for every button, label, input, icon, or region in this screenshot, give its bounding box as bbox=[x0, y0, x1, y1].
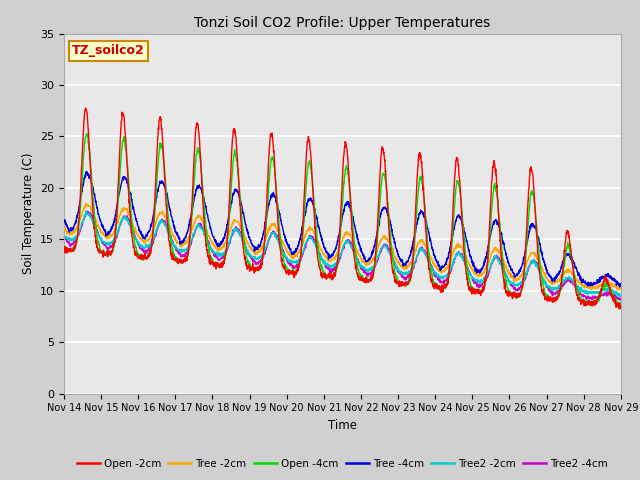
Tree2 -2cm bbox=[83, 208, 90, 214]
Tree -2cm bbox=[568, 271, 575, 277]
Open -4cm bbox=[617, 304, 625, 310]
Open -2cm bbox=[216, 263, 223, 269]
Line: Open -2cm: Open -2cm bbox=[64, 108, 621, 309]
Open -2cm bbox=[371, 259, 379, 265]
Tree2 -2cm bbox=[359, 264, 367, 270]
Open -2cm bbox=[617, 303, 625, 309]
Tree2 -2cm bbox=[584, 291, 591, 297]
Tree -4cm bbox=[616, 284, 623, 290]
Open -4cm bbox=[616, 306, 624, 312]
Open -2cm bbox=[504, 293, 512, 299]
Tree2 -4cm bbox=[84, 208, 92, 214]
Tree -4cm bbox=[584, 281, 591, 287]
Open -2cm bbox=[584, 301, 591, 307]
Line: Tree2 -2cm: Tree2 -2cm bbox=[64, 211, 621, 297]
Open -2cm bbox=[60, 244, 68, 250]
Tree2 -2cm bbox=[616, 294, 624, 300]
Tree -2cm bbox=[584, 285, 591, 290]
Open -2cm bbox=[359, 275, 367, 281]
Tree2 -4cm bbox=[60, 232, 68, 238]
Open -4cm bbox=[568, 258, 575, 264]
Tree -4cm bbox=[216, 241, 223, 247]
Tree -2cm bbox=[60, 226, 68, 231]
Tree -2cm bbox=[371, 253, 379, 259]
Line: Open -4cm: Open -4cm bbox=[64, 134, 621, 309]
Tree -2cm bbox=[216, 248, 223, 253]
Tree -4cm bbox=[371, 242, 379, 248]
Tree2 -4cm bbox=[504, 277, 512, 283]
Tree2 -4cm bbox=[371, 264, 379, 270]
Y-axis label: Soil Temperature (C): Soil Temperature (C) bbox=[22, 153, 35, 275]
Tree2 -2cm bbox=[504, 276, 512, 282]
Open -4cm bbox=[371, 264, 379, 270]
Open -4cm bbox=[359, 274, 367, 280]
Tree2 -2cm bbox=[216, 252, 223, 258]
Line: Tree2 -4cm: Tree2 -4cm bbox=[64, 211, 621, 300]
Tree2 -4cm bbox=[584, 296, 591, 302]
Tree2 -4cm bbox=[216, 257, 223, 263]
Open -2cm bbox=[615, 306, 623, 312]
Tree -4cm bbox=[504, 259, 512, 264]
Open -4cm bbox=[60, 244, 68, 250]
Tree -4cm bbox=[60, 218, 68, 224]
Open -4cm bbox=[584, 299, 591, 304]
Tree -4cm bbox=[617, 281, 625, 287]
Open -4cm bbox=[216, 261, 223, 267]
Line: Tree -4cm: Tree -4cm bbox=[64, 171, 621, 287]
Tree -4cm bbox=[359, 251, 367, 256]
Tree -2cm bbox=[617, 286, 625, 292]
Tree -4cm bbox=[83, 168, 90, 174]
X-axis label: Time: Time bbox=[328, 419, 357, 432]
Open -2cm bbox=[81, 105, 89, 111]
Tree2 -2cm bbox=[617, 292, 625, 298]
Line: Tree -2cm: Tree -2cm bbox=[64, 203, 621, 290]
Tree2 -2cm bbox=[371, 262, 379, 267]
Text: TZ_soilco2: TZ_soilco2 bbox=[72, 44, 145, 58]
Tree2 -4cm bbox=[616, 297, 624, 303]
Open -4cm bbox=[504, 288, 512, 294]
Open -4cm bbox=[83, 131, 90, 137]
Tree2 -4cm bbox=[617, 297, 625, 302]
Tree2 -4cm bbox=[568, 279, 575, 285]
Open -2cm bbox=[568, 254, 575, 260]
Title: Tonzi Soil CO2 Profile: Upper Temperatures: Tonzi Soil CO2 Profile: Upper Temperatur… bbox=[195, 16, 490, 30]
Tree2 -4cm bbox=[359, 267, 367, 273]
Tree -2cm bbox=[616, 287, 623, 293]
Legend: Open -2cm, Tree -2cm, Open -4cm, Tree -4cm, Tree2 -2cm, Tree2 -4cm: Open -2cm, Tree -2cm, Open -4cm, Tree -4… bbox=[72, 455, 612, 473]
Tree2 -2cm bbox=[568, 277, 575, 283]
Tree -2cm bbox=[83, 200, 90, 206]
Tree -4cm bbox=[568, 256, 575, 262]
Tree2 -2cm bbox=[60, 232, 68, 238]
Tree -2cm bbox=[504, 270, 512, 276]
Tree -2cm bbox=[359, 257, 367, 263]
